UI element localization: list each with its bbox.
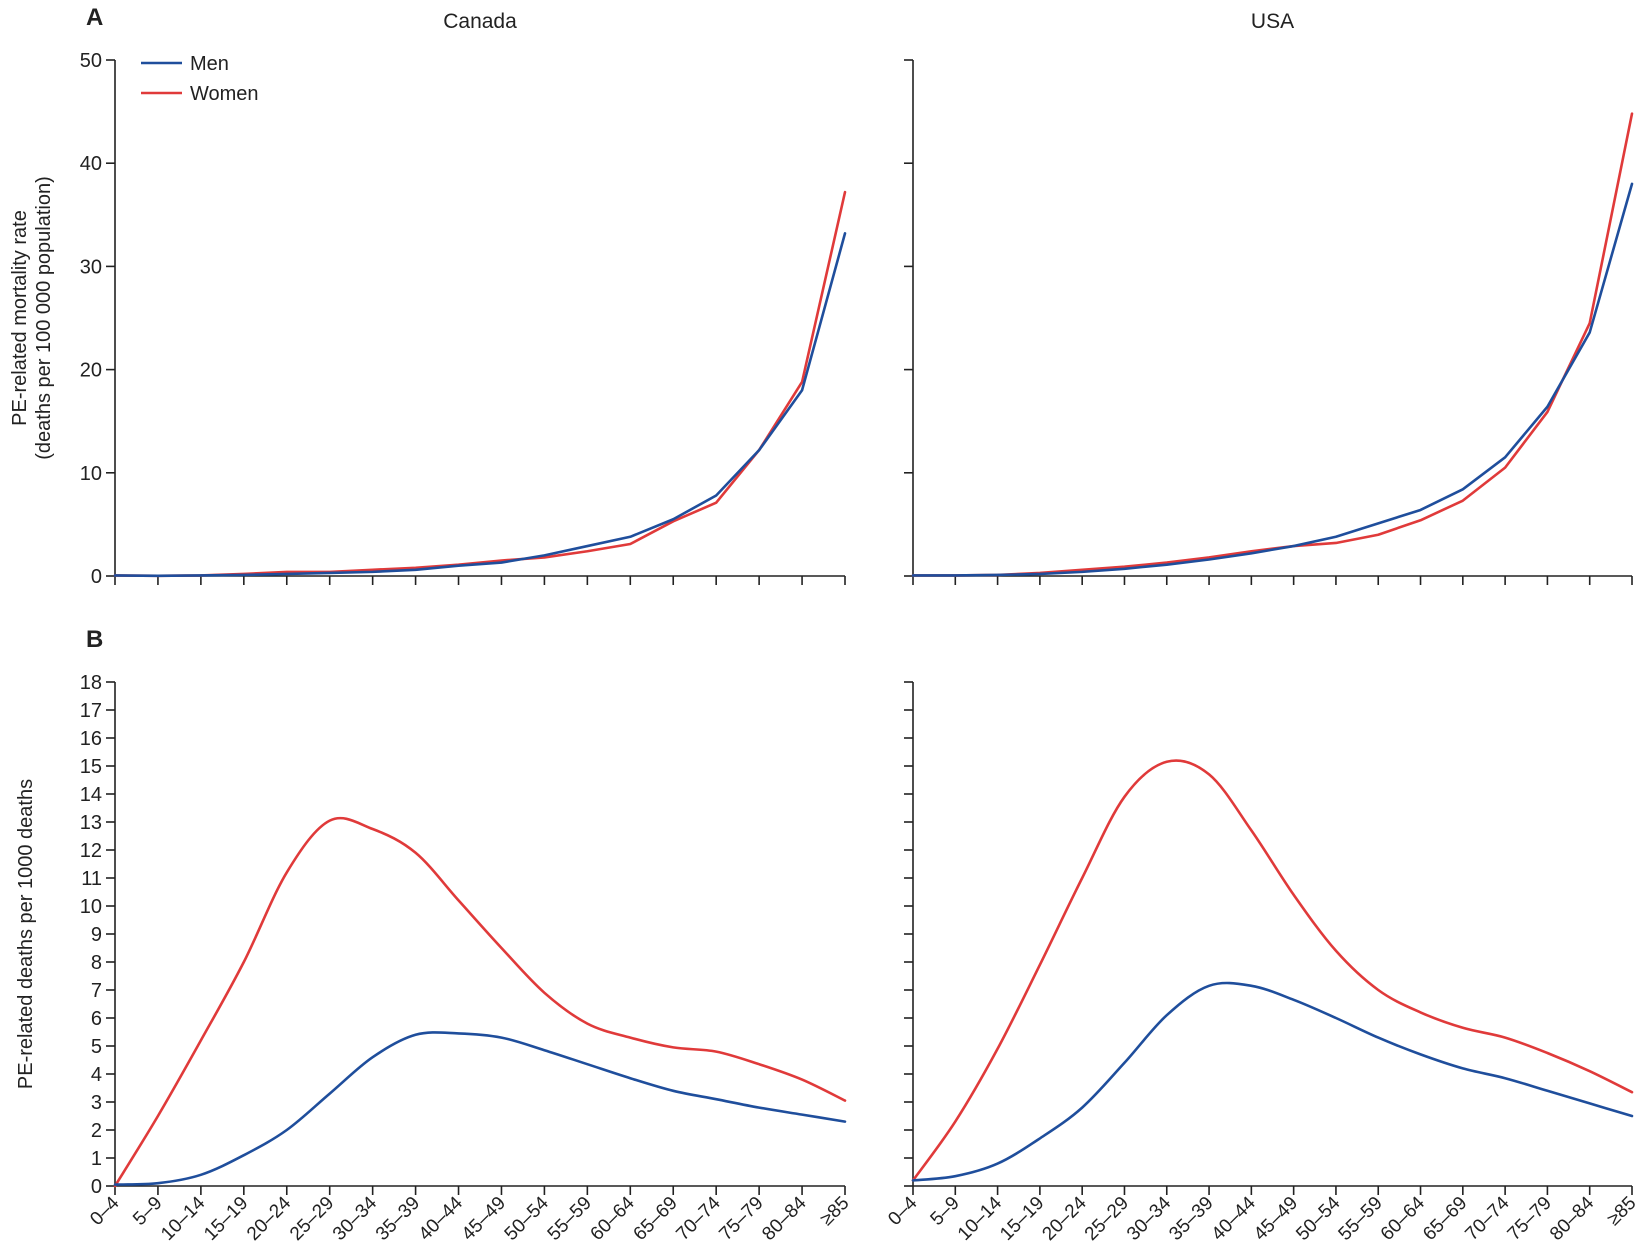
x-tick-label: 20–24 [243,1192,296,1245]
x-tick-label: ≥85 [816,1193,853,1230]
x-tick-label: 60–64 [587,1192,640,1245]
x-tick-label: 35–39 [1165,1193,1217,1245]
y-tick-label: 15 [80,756,102,778]
y-tick-label: 18 [80,672,102,694]
y-tick-label: 14 [80,784,102,806]
chart-panel-1: Canada 0 10 20 30 40 50 PE-related mortality ra… [9,10,847,588]
x-tick-label: 5–9 [129,1193,166,1230]
x-tick-label: 55–59 [1335,1193,1387,1245]
x-tick-label: 0–4 [86,1192,124,1230]
x-tick-label: 60–64 [1377,1192,1430,1245]
y-tick-label: 4 [91,1064,102,1086]
x-tick-label: 30–34 [329,1192,382,1245]
x-tick-label: 80–84 [1546,1192,1599,1245]
x-tick-label: 40–44 [415,1192,468,1245]
x-tick-label: 30–34 [1123,1192,1176,1245]
y-tick-label: 7 [91,980,102,1002]
x-tick-label: 35–39 [372,1193,424,1245]
y-tick-label: 13 [80,812,102,834]
y-tick-label: 0 [91,566,102,588]
x-tick-label: 80–84 [758,1192,811,1245]
series-line-men [911,182,1634,577]
chart-panel-2: USA [904,10,1634,585]
chart-panel-4: 0–4 5–910–1415–1920–2425–2930–3435–3940–4… [884,681,1641,1245]
y-tick-label: 5 [91,1036,102,1058]
y-tick-label: 8 [91,952,102,974]
series-line-men [911,981,1634,1182]
y-tick-label: 3 [91,1092,102,1114]
x-tick-label: 70–74 [672,1192,725,1245]
x-tick-label: 50–54 [1292,1192,1345,1245]
y-tick-label: 11 [81,868,102,890]
y-tick-label: 40 [80,153,102,175]
y-tick-label: 17 [80,700,102,722]
x-tick-label: 10–14 [157,1192,210,1245]
y-tick-label: 30 [80,256,102,278]
y-tick-label: 9 [91,924,102,946]
y-tick-label: 16 [80,728,102,750]
x-tick-label: 10–14 [954,1192,1007,1245]
y-tick-label: 10 [80,463,102,485]
x-tick-label: 50–54 [501,1192,554,1245]
x-tick-label: 45–49 [1250,1193,1302,1245]
y-tick-label: 0 [91,1176,102,1198]
x-tick-label: 70–74 [1461,1192,1514,1245]
y-tick-label: 12 [80,840,102,862]
x-tick-label: 25–29 [1081,1193,1133,1245]
y-tick-label: 6 [91,1008,102,1030]
series-line-men [113,232,847,578]
y-tick-label: 50 [80,50,102,72]
x-tick-label: 75–79 [1504,1193,1556,1245]
x-tick-label: 75–79 [715,1193,767,1245]
panel-letter-a: A [86,4,103,31]
x-tick-label: 65–69 [630,1193,682,1245]
series-line-women [113,190,847,578]
y-tick-label: 20 [80,360,102,382]
x-tick-label: 25–29 [286,1193,338,1245]
series-line-women [113,816,847,1188]
y-tick-label: 2 [91,1120,102,1142]
x-tick-label: 45–49 [458,1193,510,1245]
y-tick-label: 1 [91,1148,102,1170]
x-tick-label: 0–4 [884,1192,922,1230]
x-tick-label: 15–19 [996,1193,1048,1245]
x-tick-label: 15–19 [200,1193,252,1245]
x-tick-label: 55–59 [544,1193,596,1245]
x-tick-label: 65–69 [1419,1193,1471,1245]
y-tick-label: 10 [80,896,102,918]
legend-men-label: Men [190,53,229,75]
panel-letter-b: B [86,626,103,653]
y-axis-label: PE-related deaths per 1000 deaths [15,779,37,1089]
x-tick-label: ≥85 [1603,1193,1640,1230]
x-tick-label: 40–44 [1208,1192,1261,1245]
y-axis-label: PE-related mortality rate (deaths per 100… [9,176,55,460]
series-line-men [113,1031,847,1186]
series-line-women [911,759,1634,1182]
panel-title: USA [1251,10,1294,33]
legend-women-label: Women [190,83,259,105]
series-line-women [911,112,1634,577]
legend: Men Women [141,53,259,105]
panel-title: Canada [443,10,517,33]
x-tick-label: 20–24 [1038,1192,1091,1245]
